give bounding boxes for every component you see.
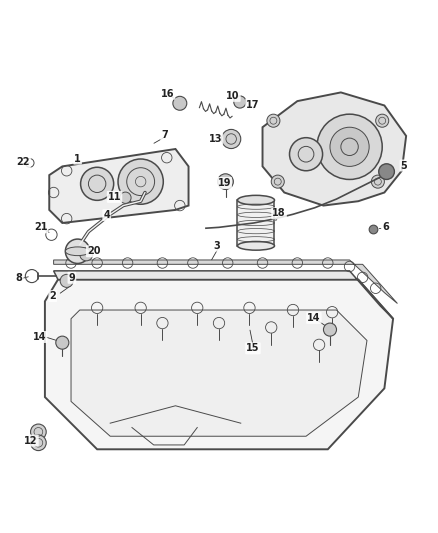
Ellipse shape	[65, 247, 90, 256]
Circle shape	[31, 435, 46, 450]
Circle shape	[371, 175, 385, 188]
Circle shape	[173, 96, 187, 110]
Polygon shape	[49, 149, 188, 223]
Circle shape	[290, 138, 322, 171]
Circle shape	[81, 167, 114, 200]
Circle shape	[65, 239, 90, 263]
Text: 9: 9	[68, 273, 75, 283]
Text: 2: 2	[49, 291, 56, 301]
Text: 19: 19	[218, 178, 231, 188]
Ellipse shape	[237, 241, 275, 250]
Text: 18: 18	[272, 208, 286, 219]
Circle shape	[218, 174, 233, 189]
Polygon shape	[53, 271, 393, 319]
Polygon shape	[45, 279, 393, 449]
Circle shape	[271, 175, 284, 188]
Circle shape	[222, 130, 241, 149]
Text: 1: 1	[74, 154, 81, 164]
Circle shape	[120, 192, 131, 204]
Polygon shape	[262, 92, 406, 206]
Text: 12: 12	[24, 435, 38, 446]
Bar	[237, 200, 275, 246]
Text: 20: 20	[87, 246, 100, 256]
Circle shape	[369, 225, 378, 234]
Circle shape	[56, 336, 69, 349]
Circle shape	[379, 164, 394, 180]
Text: 15: 15	[246, 343, 260, 353]
Circle shape	[267, 114, 280, 127]
Text: 3: 3	[213, 240, 220, 251]
Text: 13: 13	[209, 134, 222, 144]
Circle shape	[31, 424, 46, 440]
Circle shape	[118, 159, 163, 204]
Text: 14: 14	[33, 332, 46, 342]
Circle shape	[234, 96, 246, 108]
Circle shape	[317, 114, 382, 180]
Circle shape	[60, 274, 73, 287]
Text: 6: 6	[382, 222, 389, 232]
Polygon shape	[71, 310, 367, 436]
Polygon shape	[53, 260, 397, 303]
Circle shape	[330, 127, 369, 166]
Text: 8: 8	[15, 273, 22, 283]
Text: 10: 10	[226, 91, 240, 101]
Text: 21: 21	[34, 222, 47, 232]
Text: 11: 11	[108, 192, 121, 202]
Text: 22: 22	[16, 157, 30, 167]
Text: 17: 17	[246, 100, 260, 110]
Circle shape	[376, 114, 389, 127]
Text: 4: 4	[103, 210, 110, 220]
Circle shape	[323, 323, 336, 336]
Text: 16: 16	[161, 88, 174, 99]
Text: 5: 5	[401, 160, 407, 171]
Ellipse shape	[237, 195, 275, 205]
Text: 7: 7	[161, 130, 168, 140]
Circle shape	[80, 248, 93, 261]
Text: 14: 14	[307, 313, 321, 323]
